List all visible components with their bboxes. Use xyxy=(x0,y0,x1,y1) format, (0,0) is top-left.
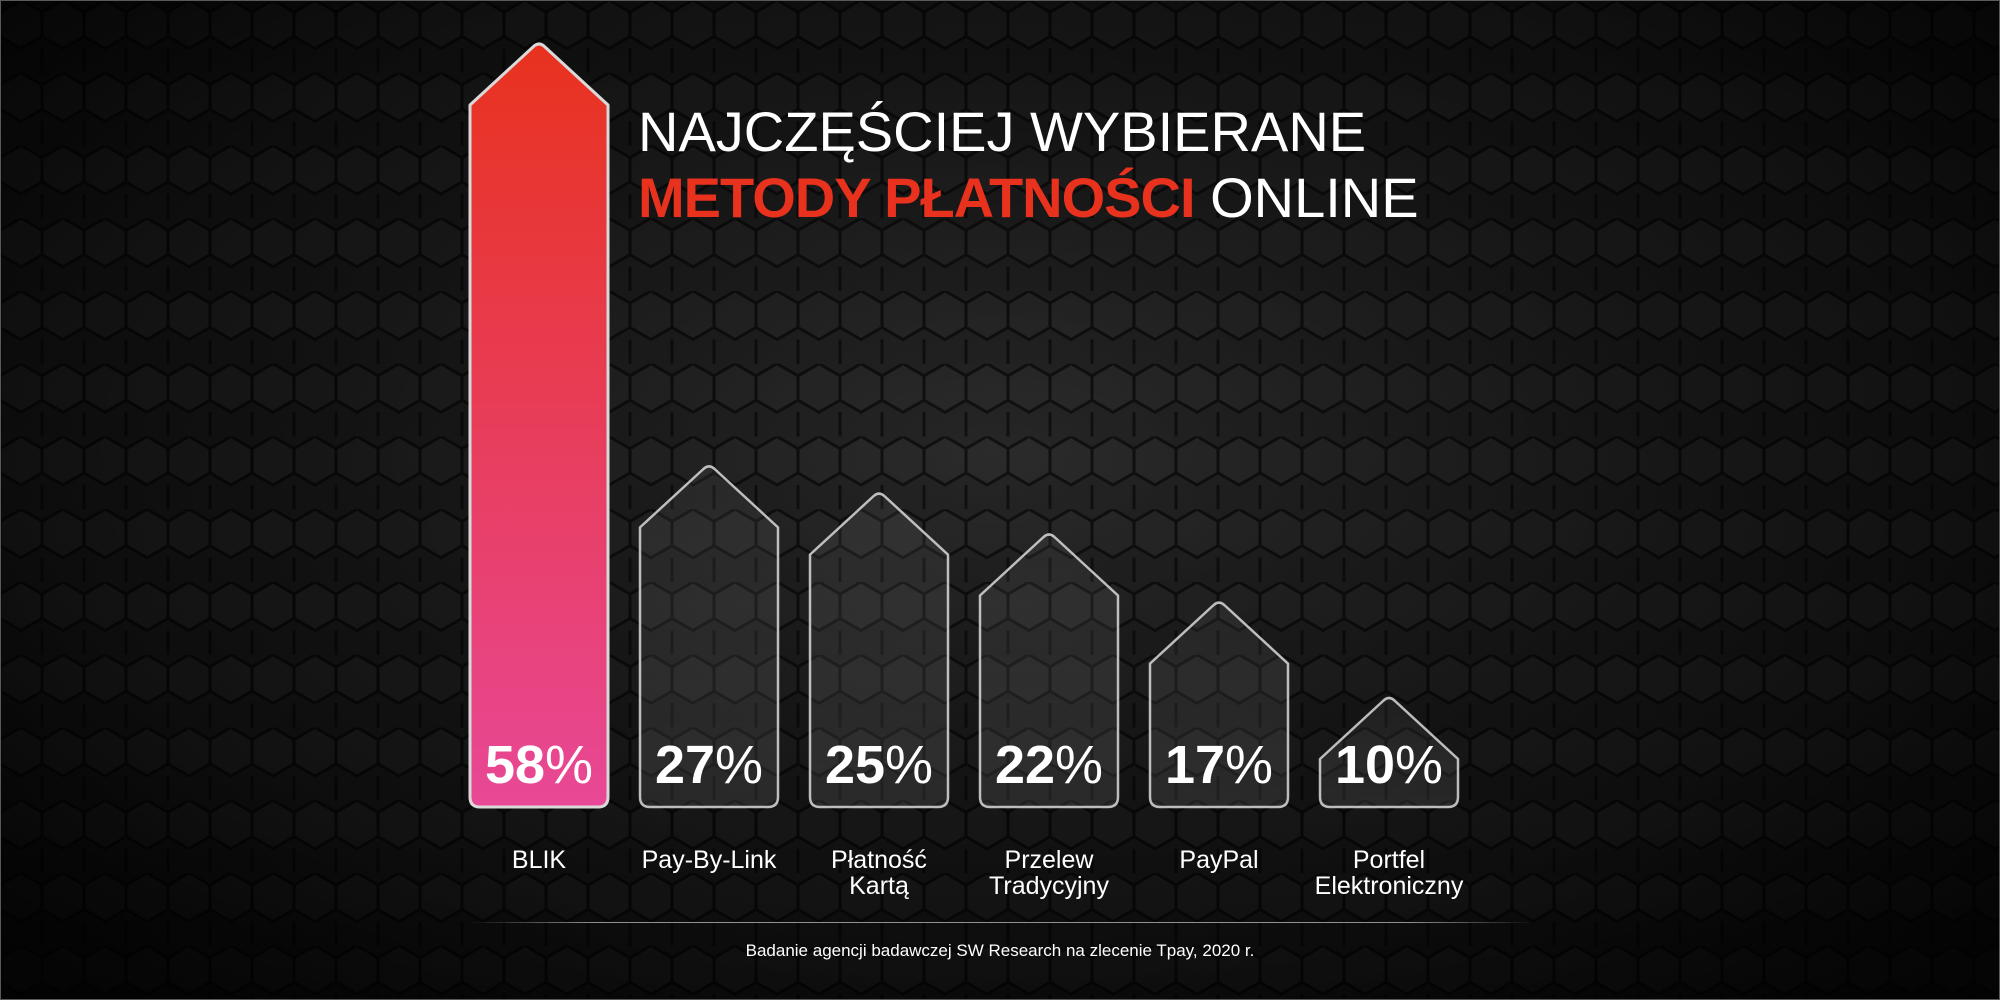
bar-2 xyxy=(808,492,950,809)
title-accent: METODY PŁATNOŚCI xyxy=(638,166,1195,229)
value-label-4: 17% xyxy=(1165,735,1273,795)
value-label-3: 22% xyxy=(995,735,1103,795)
category-label-3: Przelew Tradycyjny xyxy=(989,846,1109,900)
value-label-2: 25% xyxy=(825,735,933,795)
bar-4 xyxy=(1148,601,1290,809)
chart-title: NAJCZĘŚCIEJ WYBIERANE METODY PŁATNOŚCI O… xyxy=(638,104,1419,226)
value-label-1: 27% xyxy=(655,735,763,795)
category-label-1: Pay-By-Link xyxy=(642,846,777,874)
divider-line xyxy=(468,922,1536,923)
category-label-4: PayPal xyxy=(1179,846,1258,874)
category-label-2: Płatność Kartą xyxy=(831,846,927,900)
bars-layer: 58% BLIK 27% Pay-By-Link 25% Płatność Kartą 22%… xyxy=(468,42,1464,900)
title-line-2: METODY PŁATNOŚCI ONLINE xyxy=(638,170,1419,226)
bar-1 xyxy=(638,465,780,809)
source-note: Badanie agencji badawczej SW Research na… xyxy=(745,941,1255,960)
title-line-1: NAJCZĘŚCIEJ WYBIERANE xyxy=(638,100,1367,163)
bar-5 xyxy=(1318,696,1460,809)
value-label-5: 10% xyxy=(1335,735,1443,795)
bar-0 xyxy=(468,42,610,809)
title-plain: ONLINE xyxy=(1210,166,1419,229)
bar-3 xyxy=(978,533,1120,809)
category-label-5: Portfel Elektroniczny xyxy=(1315,846,1464,900)
category-label-0: BLIK xyxy=(512,846,567,874)
value-label-0: 58% xyxy=(485,735,593,795)
